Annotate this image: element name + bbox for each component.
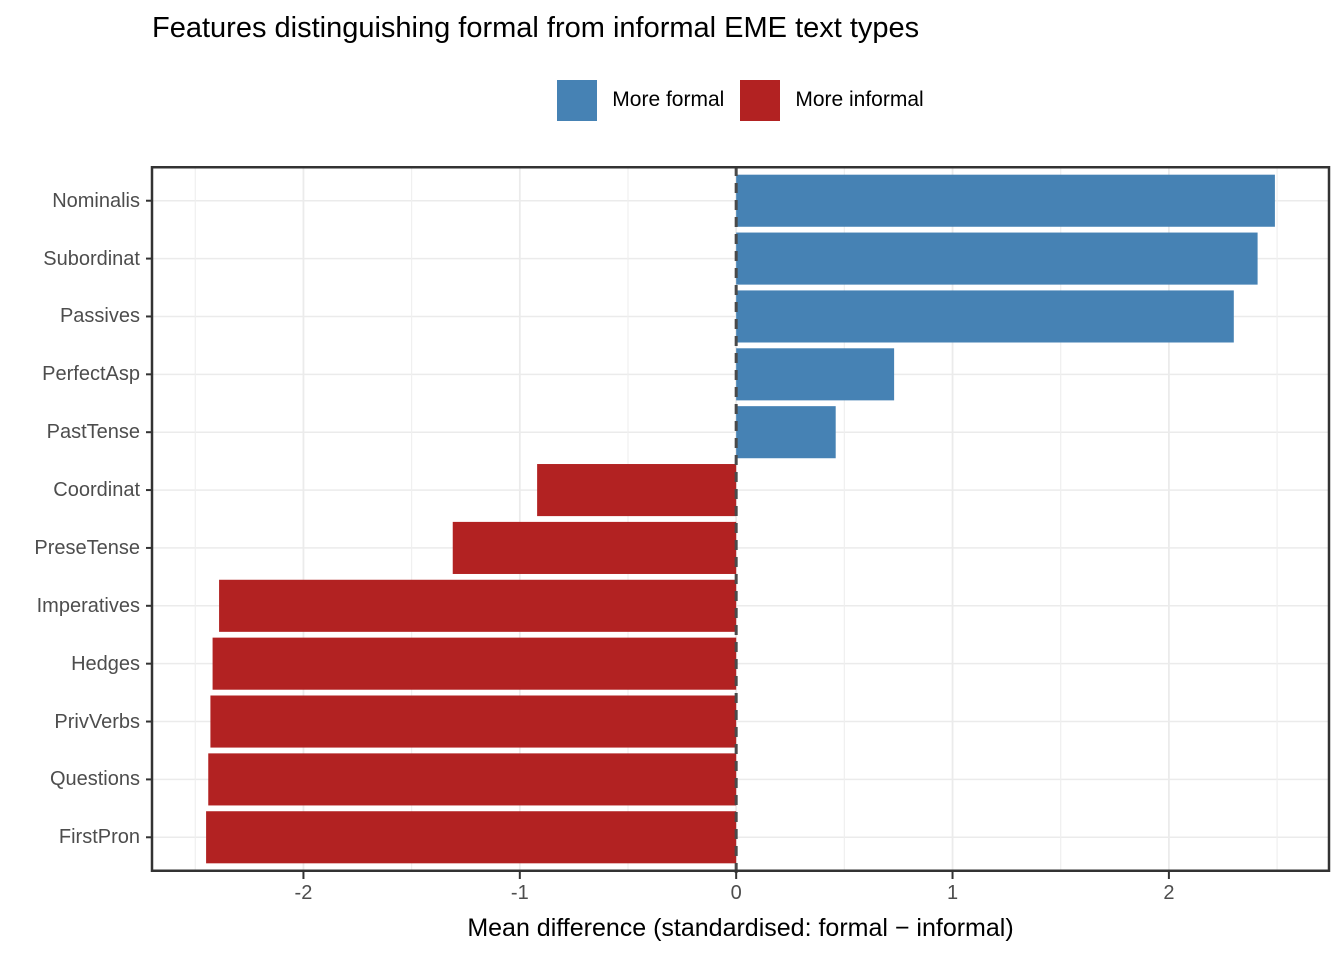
x-tick-label--1: -1 [510,882,529,904]
plot-panel [146,166,1331,879]
x-tick-label-1: 1 [946,882,959,904]
x-tick-label-2: 2 [1163,882,1175,904]
y-tick-label-Imperatives: Imperatives [36,594,140,617]
bar-Imperatives [219,579,737,632]
legend: More formal More informal [152,79,1329,121]
y-tick-label-Hedges: Hedges [71,652,140,675]
bar-PrivVerbs [210,695,737,748]
y-tick-label-PreseTense: PreseTense [34,536,140,559]
bar-PastTense [736,406,836,459]
bar-PreseTense [452,521,737,574]
y-tick-label-Coordinat: Coordinat [53,479,140,502]
y-tick-label-PrivVerbs: PrivVerbs [54,710,140,733]
legend-swatch-informal [740,79,781,121]
bar-PerfectAsp [736,348,895,401]
bar-Passives [736,290,1234,343]
y-tick-label-Questions: Questions [49,768,140,791]
y-tick-label-PerfectAsp: PerfectAsp [42,363,140,386]
bar-Questions [208,753,737,806]
legend-label-more-informal: More informal [795,88,924,111]
y-tick-label-PastTense: PastTense [46,421,140,444]
bar-Subordinat [736,232,1258,285]
y-tick-label-FirstPron: FirstPron [58,826,140,849]
legend-swatch-formal [557,79,598,121]
panel-border [150,166,1331,872]
y-tick-label-Nominalis: Nominalis [52,189,140,212]
chart-title: Features distinguishing formal from info… [152,12,920,44]
x-tick-label-0: 0 [730,882,742,904]
y-tick-label-Subordinat: Subordinat [43,247,140,270]
x-axis-title: Mean difference (standardised: formal − … [467,914,1014,942]
legend-item-more-informal: More informal [740,79,924,121]
bar-Nominalis [736,174,1275,227]
bar-Coordinat [537,464,737,517]
legend-label-more-formal: More formal [612,88,725,111]
legend-item-more-formal: More formal [557,79,725,121]
x-tick-label--2: -2 [294,882,313,904]
bar-Hedges [212,637,737,690]
y-tick-label-Passives: Passives [59,305,140,328]
bar-FirstPron [206,811,737,864]
